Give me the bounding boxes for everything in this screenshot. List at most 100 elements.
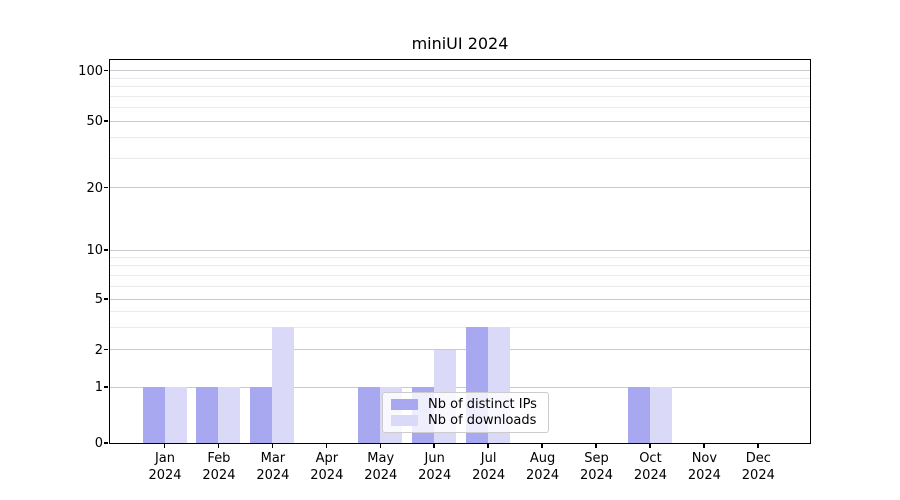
- y-tick-label-5: 5: [94, 292, 103, 308]
- y-tick-1: [104, 386, 108, 388]
- bar-distinct-ips-jan: [142, 387, 165, 443]
- x-tick-label-month: Jan: [154, 451, 176, 466]
- legend-label: Nb of distinct IPs: [428, 397, 537, 413]
- x-tick-label-month: Jun: [424, 451, 445, 466]
- legend: Nb of distinct IPs Nb of downloads: [382, 392, 549, 433]
- x-tick-label-sep: Sep 2024: [569, 450, 625, 484]
- x-tick-label-month: Apr: [315, 451, 339, 466]
- x-tick-label-month: May: [367, 451, 395, 466]
- y-gridline-minor-7: [109, 274, 810, 276]
- bar-downloads-jan: [164, 387, 187, 443]
- y-gridline-major-20: [109, 187, 810, 188]
- chart-title: miniUI 2024: [411, 34, 509, 53]
- x-tick-label-year: 2024: [579, 468, 614, 483]
- x-tick-label-year: 2024: [687, 468, 721, 483]
- x-tick-label-year: 2024: [418, 468, 452, 483]
- x-tick-label-year: 2024: [202, 468, 236, 483]
- y-gridline-major-2: [109, 349, 810, 350]
- x-tick-dec: [757, 444, 759, 448]
- y-tick-label-0: 0: [94, 435, 103, 451]
- x-tick-label-month: Mar: [260, 451, 286, 466]
- x-tick-label-year: 2024: [256, 468, 290, 483]
- y-tick-0: [104, 442, 108, 444]
- y-gridline-major-50: [109, 120, 810, 122]
- x-tick-label-jan: Jan 2024: [137, 450, 193, 484]
- x-tick-label-month: Oct: [639, 451, 662, 466]
- x-tick-label-month: Aug: [529, 451, 556, 466]
- y-gridline-minor-4: [109, 310, 810, 312]
- x-tick-label-year: 2024: [148, 468, 182, 483]
- x-tick-label-apr: Apr 2024: [299, 450, 355, 484]
- y-tick-label-10: 10: [86, 243, 103, 258]
- y-tick-label-2: 2: [94, 342, 103, 358]
- x-tick-jul: [487, 444, 489, 448]
- y-gridline-minor-6: [109, 285, 810, 287]
- y-gridline-minor-8: [109, 265, 810, 267]
- plot-area: [104, 58, 811, 448]
- x-tick-label-year: 2024: [526, 468, 560, 483]
- bar-distinct-ips-mar: [250, 387, 273, 443]
- x-tick-label-year: 2024: [741, 468, 775, 483]
- x-tick-label-aug: Aug 2024: [515, 450, 571, 484]
- x-tick-label-month: Dec: [745, 451, 771, 466]
- x-tick-label-month: Sep: [584, 451, 609, 466]
- x-tick-nov: [703, 444, 705, 448]
- x-tick-label-year: 2024: [633, 468, 667, 483]
- x-tick-mar: [271, 444, 274, 448]
- legend-item-distinct-ips: Nb of distinct IPs: [391, 397, 540, 412]
- y-tick-label-50: 50: [86, 114, 103, 130]
- y-gridline-minor-80: [109, 86, 810, 88]
- y-tick-10: [104, 249, 108, 251]
- y-gridline-minor-40: [109, 136, 810, 138]
- y-tick-label-20: 20: [86, 180, 103, 196]
- x-tick-label-month: Feb: [207, 451, 231, 466]
- x-tick-label-may: May 2024: [353, 450, 409, 484]
- x-tick-label-jul: Jul 2024: [461, 450, 517, 484]
- y-tick-label-1: 1: [94, 380, 103, 396]
- y-tick-20: [104, 186, 108, 189]
- bar-distinct-ips-feb: [196, 387, 219, 443]
- y-tick-2: [104, 348, 108, 351]
- x-tick-label-month: Nov: [691, 451, 718, 466]
- x-tick-label-year: 2024: [472, 468, 506, 483]
- x-tick-may: [379, 444, 381, 448]
- bar-downloads-feb: [218, 387, 241, 443]
- bar-distinct-ips-oct: [627, 387, 650, 443]
- y-gridline-major-1: [109, 386, 810, 388]
- y-gridline-minor-90: [109, 77, 810, 79]
- x-tick-aug: [541, 444, 543, 448]
- y-gridline-minor-30: [109, 157, 810, 159]
- y-gridline-minor-3: [109, 326, 810, 328]
- x-tick-oct: [649, 444, 651, 448]
- y-gridline-major-100: [109, 70, 810, 71]
- x-tick-label-oct: Oct 2024: [622, 450, 678, 484]
- x-tick-label-nov: Nov 2024: [676, 450, 732, 484]
- x-tick-label-feb: Feb 2024: [191, 450, 247, 484]
- x-tick-sep: [595, 444, 597, 448]
- x-tick-label-jun: Jun 2024: [407, 450, 463, 484]
- y-tick-50: [104, 120, 108, 122]
- legend-swatch-icon: [391, 414, 418, 426]
- y-tick-100: [104, 69, 108, 72]
- y-gridline-minor-60: [109, 107, 810, 109]
- legend-item-downloads: Nb of downloads: [391, 413, 540, 428]
- x-tick-label-dec: Dec 2024: [730, 450, 786, 484]
- x-tick-feb: [217, 444, 220, 448]
- x-tick-label-month: Jul: [480, 451, 497, 466]
- x-tick-apr: [325, 444, 328, 448]
- y-gridline-major-5: [109, 298, 810, 300]
- x-tick-label-year: 2024: [310, 468, 344, 483]
- y-gridline-minor-9: [109, 256, 810, 258]
- y-gridline-major-10: [109, 249, 810, 251]
- legend-label: Nb of downloads: [428, 412, 537, 428]
- bar-distinct-ips-may: [358, 387, 381, 443]
- x-tick-label-mar: Mar 2024: [245, 450, 301, 484]
- y-tick-label-100: 100: [78, 63, 103, 79]
- y-gridline-minor-70: [109, 96, 810, 98]
- bar-downloads-mar: [272, 327, 295, 443]
- x-tick-jan: [163, 444, 166, 448]
- x-tick-jun: [433, 444, 435, 448]
- x-tick-label-year: 2024: [364, 468, 398, 483]
- y-tick-5: [104, 298, 108, 300]
